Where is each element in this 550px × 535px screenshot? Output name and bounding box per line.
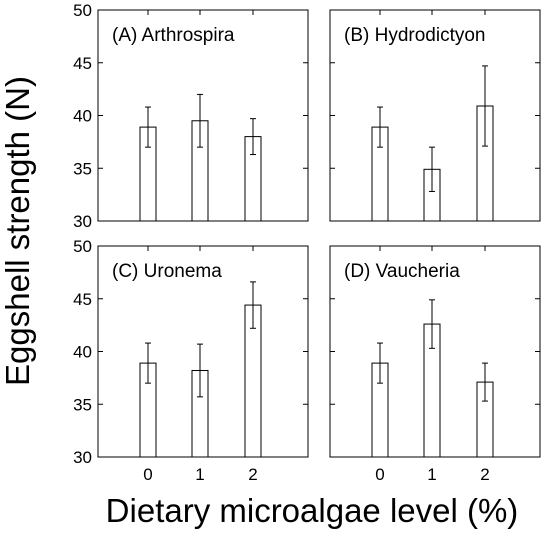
y-tick-label: 45 — [73, 290, 92, 309]
x-tick-label: 0 — [375, 465, 384, 484]
y-tick-label: 50 — [73, 1, 92, 20]
x-tick-label: 1 — [195, 465, 204, 484]
y-tick-label: 35 — [73, 395, 92, 414]
x-tick-label: 2 — [480, 465, 489, 484]
panel-3: 30 35 40 45 50 0 1 2 (C) Uronema — [73, 237, 309, 484]
panel-title: (C) Uronema — [112, 261, 222, 282]
y-tick-label: 45 — [73, 54, 92, 73]
x-tick-label: 0 — [143, 465, 152, 484]
panel-title: (D) Vaucheria — [344, 261, 460, 282]
y-axis-label: Eggshell strength (N) — [0, 76, 36, 386]
panel-title: (A) Arthrospira — [112, 25, 235, 46]
x-tick-label: 2 — [248, 465, 257, 484]
y-tick-label: 35 — [73, 159, 92, 178]
y-tick-label: 40 — [73, 107, 92, 126]
y-tick-label: 50 — [73, 237, 92, 256]
panel-1: 30 35 40 45 50 (A) Arthrospira — [73, 1, 309, 231]
x-axis-label: Dietary microalgae level (%) — [106, 492, 519, 529]
panel-4: 0 1 2 (D) Vaucheria — [329, 245, 541, 484]
panel-2: (B) Hydrodictyon — [329, 9, 541, 222]
y-tick-label: 30 — [73, 212, 92, 231]
y-tick-label: 30 — [73, 448, 92, 467]
panel-title: (B) Hydrodictyon — [344, 25, 486, 46]
x-tick-label: 1 — [427, 465, 436, 484]
y-tick-label: 40 — [73, 343, 92, 362]
